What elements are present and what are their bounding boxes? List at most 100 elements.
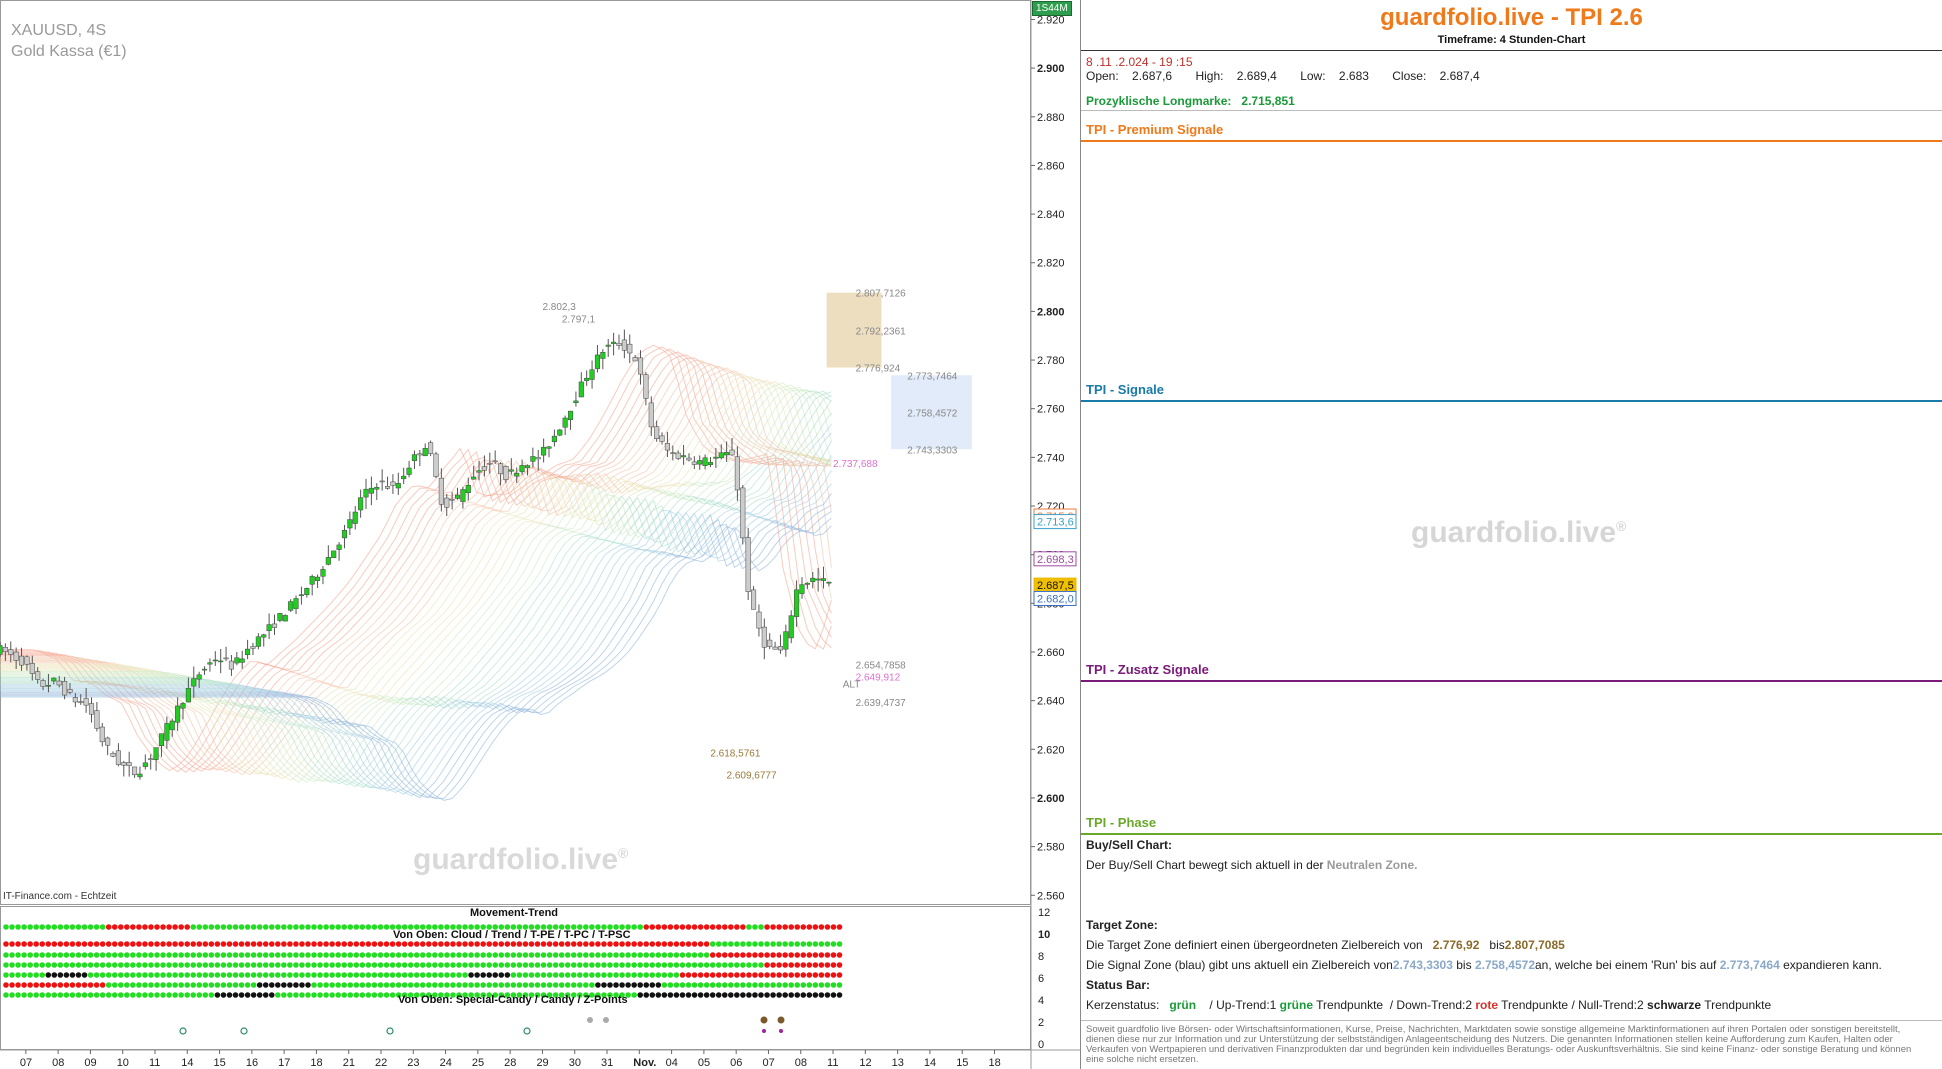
candle-up[interactable] bbox=[298, 594, 304, 596]
candle-up[interactable] bbox=[826, 581, 832, 584]
candle-up[interactable] bbox=[788, 615, 794, 639]
candle-down[interactable] bbox=[433, 453, 439, 477]
candle-up[interactable] bbox=[395, 483, 401, 489]
candle-up[interactable] bbox=[724, 452, 730, 456]
candle-down[interactable] bbox=[670, 452, 676, 454]
candle-down[interactable] bbox=[643, 374, 649, 399]
candle-down[interactable] bbox=[121, 762, 127, 766]
candle-up[interactable] bbox=[460, 489, 466, 502]
target-zone[interactable] bbox=[826, 292, 882, 368]
candle-down[interactable] bbox=[35, 671, 41, 680]
candle-down[interactable] bbox=[271, 623, 278, 628]
candle-up[interactable] bbox=[794, 589, 800, 617]
candle-down[interactable] bbox=[654, 426, 660, 439]
candle-down[interactable] bbox=[384, 486, 391, 489]
candle-up[interactable] bbox=[476, 470, 482, 473]
candle-up[interactable] bbox=[169, 720, 175, 731]
candle-down[interactable] bbox=[29, 663, 35, 674]
candle-down[interactable] bbox=[13, 651, 19, 661]
candle-down[interactable] bbox=[761, 626, 767, 648]
candle-up[interactable] bbox=[406, 467, 412, 475]
candle-down[interactable] bbox=[379, 480, 385, 483]
candle-down[interactable] bbox=[756, 611, 762, 629]
timeframe-badge[interactable]: 1S44M bbox=[1032, 1, 1072, 16]
candle-up[interactable] bbox=[153, 747, 159, 760]
candle-up[interactable] bbox=[810, 577, 816, 582]
candle-down[interactable] bbox=[223, 657, 229, 660]
candle-down[interactable] bbox=[675, 452, 681, 459]
candle-down[interactable] bbox=[691, 461, 697, 465]
candle-down[interactable] bbox=[428, 442, 434, 454]
candle-down[interactable] bbox=[535, 457, 541, 460]
candle-up[interactable] bbox=[180, 703, 186, 709]
candle-up[interactable] bbox=[368, 487, 374, 494]
candle-up[interactable] bbox=[352, 511, 358, 524]
candle-up[interactable] bbox=[718, 452, 724, 459]
candle-up[interactable] bbox=[137, 773, 143, 778]
candle-down[interactable] bbox=[750, 589, 757, 610]
candle-up[interactable] bbox=[546, 446, 552, 449]
candle-up[interactable] bbox=[331, 550, 337, 558]
candle-up[interactable] bbox=[245, 648, 251, 656]
candle-down[interactable] bbox=[627, 343, 633, 354]
candle-up[interactable] bbox=[573, 400, 579, 404]
candle-up[interactable] bbox=[530, 456, 536, 462]
candle-down[interactable] bbox=[62, 681, 68, 696]
candle-up[interactable] bbox=[551, 435, 557, 443]
candle-down[interactable] bbox=[777, 646, 784, 651]
candle-up[interactable] bbox=[562, 417, 568, 428]
candle-up[interactable] bbox=[293, 598, 299, 609]
candle-up[interactable] bbox=[320, 569, 326, 577]
candle-up[interactable] bbox=[820, 578, 827, 581]
candle-down[interactable] bbox=[67, 689, 73, 693]
candle-down[interactable] bbox=[40, 680, 46, 687]
candle-up[interactable] bbox=[212, 659, 218, 662]
candle-down[interactable] bbox=[105, 737, 111, 746]
candle-down[interactable] bbox=[621, 339, 627, 351]
candle-up[interactable] bbox=[358, 497, 364, 511]
candle-up[interactable] bbox=[713, 456, 719, 459]
candle-up[interactable] bbox=[524, 465, 531, 469]
candle-down[interactable] bbox=[94, 710, 100, 729]
candle-down[interactable] bbox=[772, 646, 778, 650]
candle-up[interactable] bbox=[175, 705, 181, 723]
candle-down[interactable] bbox=[24, 656, 30, 665]
candle-up[interactable] bbox=[164, 723, 170, 741]
candle-down[interactable] bbox=[487, 462, 493, 465]
candle-up[interactable] bbox=[702, 457, 708, 466]
candle-up[interactable] bbox=[185, 688, 191, 703]
candle-down[interactable] bbox=[438, 477, 444, 505]
candle-down[interactable] bbox=[148, 758, 154, 760]
candle-down[interactable] bbox=[686, 457, 692, 461]
candle-up[interactable] bbox=[584, 377, 590, 381]
candle-down[interactable] bbox=[449, 498, 455, 501]
candle-up[interactable] bbox=[401, 475, 407, 480]
candle-down[interactable] bbox=[78, 701, 84, 703]
candle-up[interactable] bbox=[804, 582, 810, 585]
candle-up[interactable] bbox=[557, 429, 563, 436]
candle-up[interactable] bbox=[374, 487, 380, 490]
candle-up[interactable] bbox=[218, 660, 224, 663]
candle-up[interactable] bbox=[266, 624, 272, 631]
candle-up[interactable] bbox=[347, 519, 353, 529]
candle-up[interactable] bbox=[309, 576, 315, 585]
candle-down[interactable] bbox=[659, 435, 665, 442]
candle-up[interactable] bbox=[158, 733, 165, 747]
candle-up[interactable] bbox=[325, 557, 331, 565]
candle-up[interactable] bbox=[541, 446, 547, 456]
candle-down[interactable] bbox=[729, 449, 735, 456]
candle-down[interactable] bbox=[99, 726, 105, 743]
candle-up[interactable] bbox=[422, 448, 428, 457]
candle-up[interactable] bbox=[277, 613, 283, 621]
candle-down[interactable] bbox=[18, 655, 25, 666]
candle-up[interactable] bbox=[594, 354, 601, 369]
candle-up[interactable] bbox=[234, 657, 240, 664]
candle-down[interactable] bbox=[88, 703, 95, 715]
candle-up[interactable] bbox=[567, 410, 574, 420]
candle-up[interactable] bbox=[465, 484, 471, 493]
candle-up[interactable] bbox=[304, 588, 310, 595]
candle-up[interactable] bbox=[51, 677, 57, 682]
candle-down[interactable] bbox=[481, 466, 487, 471]
candle-up[interactable] bbox=[611, 341, 617, 344]
candle-up[interactable] bbox=[282, 615, 288, 622]
